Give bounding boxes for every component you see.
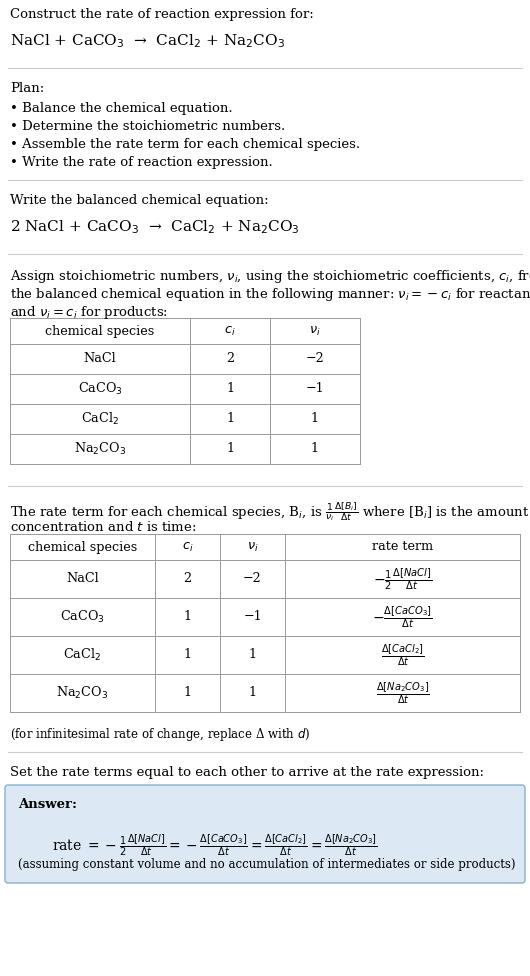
Text: Set the rate terms equal to each other to arrive at the rate expression:: Set the rate terms equal to each other t… [10, 766, 484, 779]
Text: (assuming constant volume and no accumulation of intermediates or side products): (assuming constant volume and no accumul… [18, 858, 516, 871]
Text: 1: 1 [249, 648, 257, 662]
Text: concentration and $t$ is time:: concentration and $t$ is time: [10, 520, 197, 534]
Text: CaCl$_2$: CaCl$_2$ [81, 411, 119, 427]
Text: CaCO$_3$: CaCO$_3$ [60, 609, 105, 625]
Text: NaCl: NaCl [66, 573, 99, 586]
Text: Assign stoichiometric numbers, $\nu_i$, using the stoichiometric coefficients, $: Assign stoichiometric numbers, $\nu_i$, … [10, 268, 530, 285]
Text: 1: 1 [226, 442, 234, 456]
Text: 1: 1 [226, 413, 234, 426]
Text: Answer:: Answer: [18, 798, 77, 811]
Text: 2: 2 [226, 352, 234, 365]
Text: 1: 1 [249, 686, 257, 700]
Text: Plan:: Plan: [10, 82, 44, 95]
Text: Construct the rate of reaction expression for:: Construct the rate of reaction expressio… [10, 8, 314, 21]
Text: CaCl$_2$: CaCl$_2$ [64, 647, 102, 663]
Text: $\nu_i$: $\nu_i$ [246, 541, 258, 553]
Text: 1: 1 [183, 648, 191, 662]
Text: 1: 1 [183, 686, 191, 700]
Text: −2: −2 [306, 352, 324, 365]
Text: −1: −1 [243, 611, 262, 624]
Text: The rate term for each chemical species, B$_i$, is $\frac{1}{\nu_i}\frac{\Delta[: The rate term for each chemical species,… [10, 500, 529, 523]
Text: 1: 1 [311, 442, 319, 456]
Text: −1: −1 [306, 383, 324, 395]
Text: NaCl: NaCl [84, 352, 117, 365]
Text: 1: 1 [183, 611, 191, 624]
Text: Na$_2$CO$_3$: Na$_2$CO$_3$ [56, 685, 109, 701]
Text: $c_i$: $c_i$ [182, 541, 193, 553]
Text: 2 NaCl + CaCO$_3$  →  CaCl$_2$ + Na$_2$CO$_3$: 2 NaCl + CaCO$_3$ → CaCl$_2$ + Na$_2$CO$… [10, 218, 300, 235]
Text: chemical species: chemical species [28, 541, 137, 553]
Text: $-\frac{1}{2}\frac{\Delta[NaCl]}{\Delta t}$: $-\frac{1}{2}\frac{\Delta[NaCl]}{\Delta … [373, 566, 432, 591]
Text: $c_i$: $c_i$ [224, 324, 236, 338]
Text: $-\frac{\Delta[CaCO_3]}{\Delta t}$: $-\frac{\Delta[CaCO_3]}{\Delta t}$ [372, 604, 433, 630]
Text: the balanced chemical equation in the following manner: $\nu_i = -c_i$ for react: the balanced chemical equation in the fo… [10, 286, 530, 303]
Text: 2: 2 [183, 573, 191, 586]
Text: $\frac{\Delta[CaCl_2]}{\Delta t}$: $\frac{\Delta[CaCl_2]}{\Delta t}$ [381, 642, 425, 668]
Text: −2: −2 [243, 573, 262, 586]
Text: (for infinitesimal rate of change, replace Δ with $d$): (for infinitesimal rate of change, repla… [10, 726, 311, 743]
Text: and $\nu_i = c_i$ for products:: and $\nu_i = c_i$ for products: [10, 304, 168, 321]
Text: 1: 1 [226, 383, 234, 395]
Text: • Determine the stoichiometric numbers.: • Determine the stoichiometric numbers. [10, 120, 285, 133]
Text: CaCO$_3$: CaCO$_3$ [78, 381, 122, 397]
Text: $\nu_i$: $\nu_i$ [309, 324, 321, 338]
Text: $\frac{\Delta[Na_2CO_3]}{\Delta t}$: $\frac{\Delta[Na_2CO_3]}{\Delta t}$ [376, 680, 429, 706]
Text: • Balance the chemical equation.: • Balance the chemical equation. [10, 102, 233, 115]
Text: Na$_2$CO$_3$: Na$_2$CO$_3$ [74, 441, 126, 457]
Text: rate term: rate term [372, 541, 433, 553]
Text: rate $= -\frac{1}{2}\frac{\Delta[NaCl]}{\Delta t} = -\frac{\Delta[CaCO_3]}{\Delt: rate $= -\frac{1}{2}\frac{\Delta[NaCl]}{… [52, 832, 377, 858]
Text: • Assemble the rate term for each chemical species.: • Assemble the rate term for each chemic… [10, 138, 360, 151]
FancyBboxPatch shape [5, 785, 525, 883]
Text: NaCl + CaCO$_3$  →  CaCl$_2$ + Na$_2$CO$_3$: NaCl + CaCO$_3$ → CaCl$_2$ + Na$_2$CO$_3… [10, 32, 285, 50]
Text: • Write the rate of reaction expression.: • Write the rate of reaction expression. [10, 156, 273, 169]
Text: Write the balanced chemical equation:: Write the balanced chemical equation: [10, 194, 269, 207]
Text: chemical species: chemical species [46, 324, 155, 338]
Text: 1: 1 [311, 413, 319, 426]
